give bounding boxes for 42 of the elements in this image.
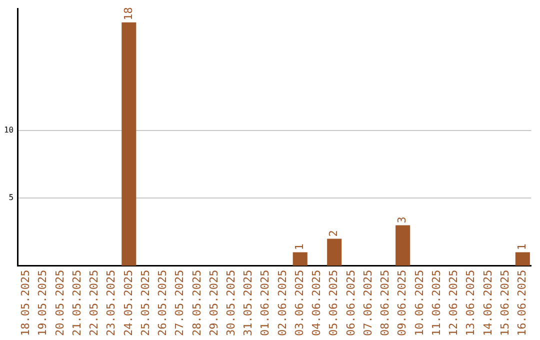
x-tick-label: 28.05.2025 — [190, 270, 204, 336]
x-tick-label: 13.06.2025 — [464, 270, 478, 336]
x-tick-label: 31.05.2025 — [242, 270, 255, 336]
x-tick-label: 19.05.2025 — [36, 270, 50, 336]
bar — [396, 225, 410, 266]
data-label: 1 — [516, 244, 529, 250]
x-tick-label: 16.06.2025 — [516, 270, 529, 336]
x-tick-label: 21.05.2025 — [70, 270, 84, 336]
data-label: 1 — [292, 244, 306, 250]
bar — [327, 238, 342, 266]
x-tick-label: 26.05.2025 — [156, 270, 170, 336]
x-tick-label: 29.05.2025 — [207, 270, 220, 336]
x-tick-label: 30.05.2025 — [224, 270, 238, 336]
data-label: 2 — [327, 230, 340, 237]
x-tick-label: 07.06.2025 — [361, 270, 374, 336]
x-tick-label: 04.06.2025 — [310, 270, 324, 336]
x-tick-label: 08.06.2025 — [378, 270, 392, 336]
x-tick-label: 20.05.2025 — [53, 270, 66, 336]
x-tick-label: 24.05.2025 — [122, 270, 135, 336]
x-tick-label: 09.06.2025 — [396, 270, 409, 336]
x-tick-label: 01.06.2025 — [258, 270, 272, 336]
y-tick-label: 10 — [4, 126, 14, 135]
data-label: 3 — [396, 216, 409, 224]
x-tick-label: 10.06.2025 — [412, 270, 426, 336]
bar — [122, 22, 136, 266]
x-tick-label: 22.05.2025 — [88, 270, 101, 336]
x-tick-label: 25.05.2025 — [138, 270, 152, 336]
x-tick-label: 06.06.2025 — [344, 270, 358, 336]
x-tick-label: 18.05.2025 — [19, 270, 32, 336]
x-tick-label: 05.06.2025 — [327, 270, 340, 336]
x-tick-label: 27.05.2025 — [173, 270, 186, 336]
x-tick-label: 23.05.2025 — [104, 270, 118, 336]
x-tick-label: 03.06.2025 — [292, 270, 306, 336]
data-label: 18 — [122, 7, 135, 20]
y-tick-label: 5 — [8, 193, 14, 202]
x-tick-label: 14.06.2025 — [481, 270, 494, 336]
x-tick-label: 12.06.2025 — [447, 270, 460, 336]
bar — [292, 252, 308, 266]
bar — [515, 252, 530, 266]
x-tick-label: 11.06.2025 — [430, 270, 443, 336]
x-tick-label: 15.06.2025 — [498, 270, 512, 336]
x-tick-label: 02.06.2025 — [276, 270, 289, 336]
